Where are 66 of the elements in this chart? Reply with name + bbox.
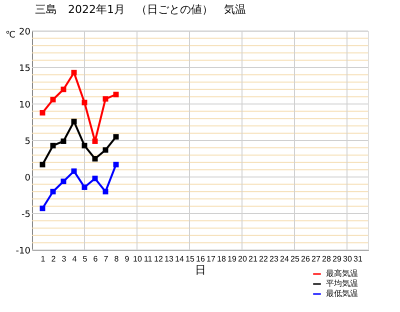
point [92,138,98,144]
point [60,178,66,184]
x-tick-label: 5 [82,254,88,264]
point [92,156,98,162]
x-tick-label: 9 [124,254,130,264]
x-tick-label: 21 [248,254,258,264]
point [71,70,77,76]
x-tick-label: 22 [259,254,268,264]
x-tick-label: 6 [93,254,98,264]
x-tick-label: 3 [62,254,67,264]
x-tick-label: 1 [40,254,46,264]
legend-label: 最高気温 [326,269,358,278]
x-tick-label: 27 [312,254,321,264]
point [71,168,77,174]
point [82,142,88,148]
x-tick-label: 8 [114,254,120,264]
point [60,138,66,144]
x-tick-label: 15 [186,254,195,264]
x-tick-label: 29 [332,254,342,264]
point [50,142,56,148]
x-tick-label: 2 [51,254,56,264]
point [82,184,88,190]
x-tick-label: 18 [217,254,226,264]
x-tick-label: 16 [196,254,206,264]
x-tick-label: 25 [290,254,300,264]
x-tick-label: 28 [322,254,332,264]
point [82,100,88,106]
point [92,176,98,182]
x-tick-label: 14 [175,254,184,264]
point [113,134,119,140]
x-tick-label: 30 [343,254,352,264]
point [113,162,119,168]
x-tick-label: 11 [144,254,153,264]
point [50,96,56,102]
x-tick-label: 4 [72,254,78,264]
legend-label: 最低気温 [326,289,358,298]
point [102,188,108,194]
x-axis-title: 日 [195,264,206,276]
point [50,188,56,194]
legend-label: 平均気温 [326,279,358,288]
point [40,206,46,212]
point [102,96,108,102]
x-tick-label: 7 [104,254,109,264]
chart-title: 三島 2022年1月 （日ごとの値） 気温 [34,3,246,16]
point [40,162,46,168]
x-tick-label: 13 [164,254,174,264]
x-tick-label: 17 [206,254,216,264]
point [60,86,66,92]
x-tick-label: 31 [354,254,363,264]
x-tick-label: 10 [133,254,142,264]
y-axis-title: ℃ [5,30,16,40]
y-tick-label: 5 [24,137,30,147]
y-tick-label: 10 [19,100,31,110]
x-tick-label: 23 [270,254,279,264]
y-tick-label: 15 [19,64,30,74]
x-tick-label: 24 [280,254,290,264]
point [71,118,77,124]
y-tick-label: 20 [19,28,31,38]
y-tick-label: -5 [22,210,30,220]
y-tick-label: 0 [24,174,31,184]
x-tick-label: 20 [238,254,248,264]
y-tick-label: -10 [16,246,31,256]
x-tick-label: 26 [301,254,310,264]
point [40,110,46,116]
x-tick-label: 19 [228,254,237,264]
x-tick-label: 12 [154,254,164,264]
